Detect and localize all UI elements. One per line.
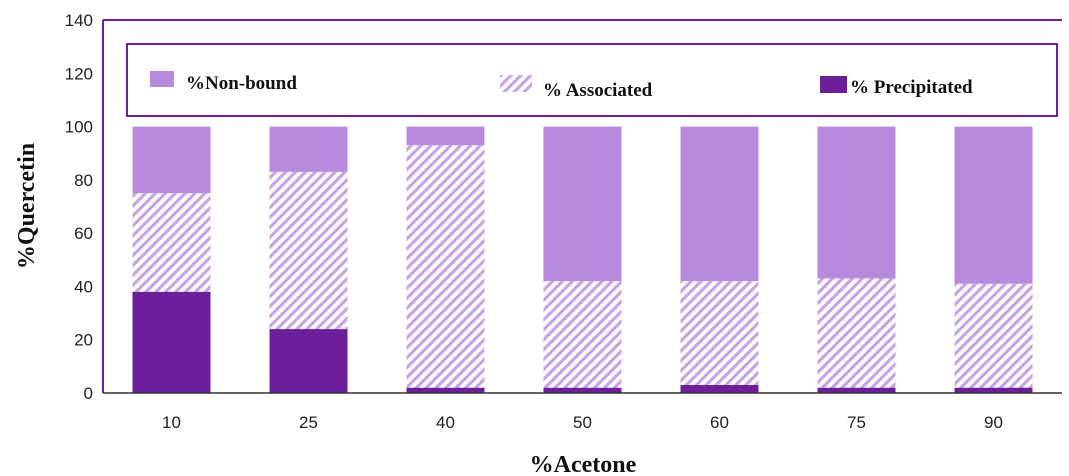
bar-precipitated bbox=[954, 387, 1033, 393]
bar-non-bound bbox=[680, 126, 759, 282]
x-tick-label: 50 bbox=[573, 413, 592, 432]
bar-associated bbox=[543, 281, 622, 388]
y-tick-label: 40 bbox=[74, 277, 93, 296]
bar-associated bbox=[406, 145, 485, 388]
bar-associated bbox=[680, 281, 759, 386]
y-tick-label: 100 bbox=[65, 118, 93, 137]
bar-stacks bbox=[132, 126, 1033, 393]
legend-label-associated: % Associated bbox=[543, 80, 653, 101]
bar-precipitated bbox=[406, 387, 485, 393]
y-tick-label: 0 bbox=[84, 384, 93, 403]
bar-precipitated bbox=[680, 385, 759, 393]
bar-precipitated bbox=[269, 329, 348, 393]
bar-non-bound bbox=[954, 126, 1033, 284]
bar-associated bbox=[817, 278, 896, 388]
x-tick-label: 75 bbox=[847, 413, 866, 432]
bar-precipitated bbox=[543, 387, 622, 393]
bar-associated bbox=[954, 283, 1033, 388]
bar-non-bound bbox=[817, 126, 896, 279]
y-axis-ticks: 0 20 40 60 80 100 120 140 bbox=[65, 11, 93, 403]
y-tick-label: 20 bbox=[74, 331, 93, 350]
legend-box bbox=[126, 43, 1058, 117]
y-tick-label: 80 bbox=[74, 171, 93, 190]
bar-precipitated bbox=[132, 291, 211, 393]
bar-non-bound bbox=[406, 126, 485, 146]
y-tick-label: 140 bbox=[65, 11, 93, 30]
y-tick-label: 120 bbox=[65, 64, 93, 83]
bar-associated bbox=[269, 171, 348, 330]
y-tick-label: 60 bbox=[74, 224, 93, 243]
legend-label-non-bound: %Non-bound bbox=[186, 73, 297, 94]
x-axis-title: %Acetone bbox=[530, 452, 637, 476]
x-tick-label: 40 bbox=[436, 413, 455, 432]
x-tick-label: 60 bbox=[710, 413, 729, 432]
bar-non-bound bbox=[543, 126, 622, 282]
y-axis-title: %Quercetin bbox=[14, 143, 40, 269]
legend: %Non-bound % Associated % Precipitated bbox=[126, 43, 1058, 117]
x-tick-label: 10 bbox=[162, 413, 181, 432]
legend-label-precipitated: % Precipitated bbox=[850, 77, 973, 98]
legend-swatch-associated bbox=[500, 75, 532, 92]
x-tick-label: 25 bbox=[299, 413, 318, 432]
x-tick-label: 90 bbox=[984, 413, 1003, 432]
bar-precipitated bbox=[817, 387, 896, 393]
bar-non-bound bbox=[269, 126, 348, 172]
bar-non-bound bbox=[132, 126, 211, 194]
bar-associated bbox=[132, 193, 211, 292]
x-axis-ticks: 10 25 40 50 60 75 90 bbox=[162, 413, 1003, 432]
legend-swatch-precipitated bbox=[820, 76, 847, 93]
legend-swatch-non-bound bbox=[150, 71, 174, 87]
